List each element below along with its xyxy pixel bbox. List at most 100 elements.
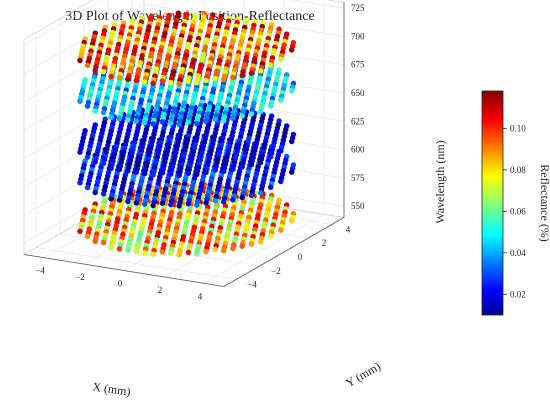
scatter-point xyxy=(125,198,131,205)
scatter-point xyxy=(248,70,255,77)
scatter-point xyxy=(133,199,140,206)
z-tick-label: 675 xyxy=(351,60,365,70)
scatter-point xyxy=(220,247,227,254)
y-axis-line xyxy=(223,217,345,287)
colorbar-tick-label: 0.06 xyxy=(510,206,526,216)
scatter-points xyxy=(77,10,297,258)
y-gridline xyxy=(59,233,261,267)
scatter-point xyxy=(239,163,246,170)
z-tick-label: 600 xyxy=(351,145,365,155)
y-tick-label: 4 xyxy=(346,224,351,234)
scatter-point xyxy=(133,248,140,255)
scatter-point xyxy=(248,110,255,117)
scatter-point xyxy=(229,115,236,122)
scatter-point xyxy=(193,202,200,209)
y-axis-label: Y (mm) xyxy=(343,359,383,390)
scatter-point xyxy=(267,62,274,68)
scatter-point xyxy=(277,178,284,185)
x-tick-label: −4 xyxy=(35,266,45,276)
scatter-point xyxy=(277,227,284,234)
scatter-point xyxy=(100,68,107,75)
scatter-point xyxy=(150,80,157,87)
axis-ticks: −4 −2 0 2 4 −4 −2 0 2 4 550 575 600 625 650 675 700 725 xyxy=(23,2,365,301)
z-gridline xyxy=(23,32,145,102)
scatter-point xyxy=(248,192,255,199)
x-axis-label: X (mm) xyxy=(92,379,132,398)
z-axis-label: Wavelength (nm) xyxy=(433,140,447,223)
colorbar-ticks: 0.02 0.04 0.06 0.08 0.10 xyxy=(503,123,526,299)
scatter-point xyxy=(185,170,192,177)
scatter-point xyxy=(220,76,227,83)
scatter-point xyxy=(193,79,200,86)
scatter-point xyxy=(239,72,246,79)
scatter-point xyxy=(167,250,174,257)
scatter-point xyxy=(185,200,192,207)
scatter-point xyxy=(108,165,115,172)
scatter-point xyxy=(288,87,295,94)
scatter-point xyxy=(77,228,83,235)
scatter-point xyxy=(257,67,264,74)
colorbar-tick-label: 0.08 xyxy=(510,165,526,175)
scatter-point xyxy=(267,153,274,160)
scatter-point xyxy=(150,202,157,209)
scatter-point xyxy=(257,108,264,115)
colorbar-gradient xyxy=(481,90,504,316)
scatter-point xyxy=(212,197,219,204)
z-tick-label: 550 xyxy=(351,201,365,211)
chart-title: 3D Plot of Wavelength-Position-Reflectan… xyxy=(65,9,314,24)
scatter-point xyxy=(125,167,131,174)
scatter-point xyxy=(229,196,236,203)
scatter-point xyxy=(185,119,192,126)
scatter-point xyxy=(277,97,284,103)
z-tick-label: 700 xyxy=(351,31,365,41)
scatter-point xyxy=(203,118,209,125)
layer-625 xyxy=(77,102,297,179)
z-tick-label: 575 xyxy=(351,173,365,183)
scatter-point xyxy=(159,78,166,84)
scatter-point xyxy=(133,118,140,125)
z-gridline xyxy=(23,117,145,187)
scatter-point xyxy=(159,200,166,207)
scatter-point xyxy=(167,120,174,127)
scatter-point xyxy=(176,202,183,209)
colorbar-label: Reflectance (%) xyxy=(538,164,550,242)
scatter-point xyxy=(116,166,123,173)
scatter-point xyxy=(100,160,107,167)
z-gridline xyxy=(23,0,104,46)
scatter-point xyxy=(288,138,295,145)
scatter-point xyxy=(257,190,264,196)
scatter-point xyxy=(203,199,209,206)
scatter-point xyxy=(167,79,174,86)
scatter-point xyxy=(220,117,227,124)
scatter-point xyxy=(141,249,148,256)
scatter-point xyxy=(185,78,192,85)
z-tick-label: 650 xyxy=(351,88,365,98)
scatter-point xyxy=(116,115,123,122)
scatter-point xyxy=(203,248,209,255)
scatter-point xyxy=(176,251,183,258)
scatter-point xyxy=(212,75,219,82)
scatter-point xyxy=(277,56,284,63)
scatter-point xyxy=(150,251,157,258)
scatter-point xyxy=(159,248,166,255)
scatter-point xyxy=(84,154,91,160)
scatter-point xyxy=(125,117,131,123)
scatter-point xyxy=(176,80,183,87)
scatter-point xyxy=(248,161,255,168)
z-gridline xyxy=(143,32,345,66)
scatter-point xyxy=(229,74,236,81)
scatter-point xyxy=(159,169,166,176)
scatter-point xyxy=(193,171,200,178)
scatter-point xyxy=(288,217,295,224)
scatter-point xyxy=(108,114,115,121)
scatter-point xyxy=(229,166,236,173)
scatter-point xyxy=(185,249,192,256)
layer-706 xyxy=(77,10,297,87)
scatter-point xyxy=(125,76,131,83)
scatter-point xyxy=(159,118,166,125)
scatter-point xyxy=(267,184,274,191)
y-tick-label: 0 xyxy=(298,252,303,262)
scatter-point xyxy=(212,246,219,253)
scatter-point xyxy=(212,167,219,173)
